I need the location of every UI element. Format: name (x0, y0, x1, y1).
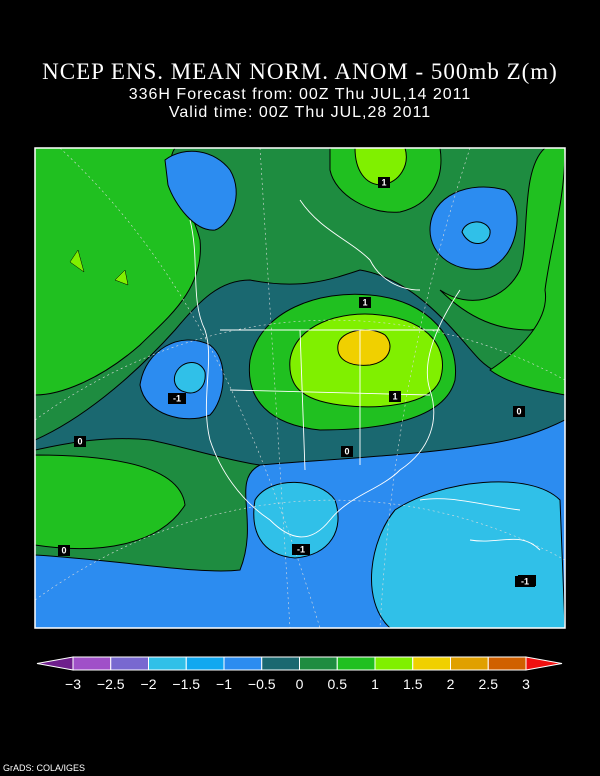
region (173, 362, 206, 394)
colorbar-segment (72, 656, 112, 671)
contour-label-box (378, 177, 390, 188)
region (35, 454, 186, 550)
contour-label-box (74, 436, 86, 447)
colorbar: −3 −2.5 −2 −1.5 −1 −0.5 0 0.5 1 1.5 2 2.5 3 (36, 656, 563, 692)
colorbar-segment (261, 656, 300, 671)
colorbar-label: 1.5 (403, 676, 423, 692)
colorbar-segment (185, 656, 225, 671)
region (337, 329, 391, 366)
colorbar-label: −3 (65, 676, 81, 692)
contour-label-box (292, 544, 310, 555)
colorbar-segment (223, 656, 263, 671)
colorbar-segment (299, 656, 338, 671)
colorbar-arrow (525, 656, 563, 671)
subtitle: Valid time: 00Z Thu JUL,28 2011 (169, 104, 431, 121)
colorbar-arrow (36, 656, 74, 671)
colorbar-segment (110, 656, 149, 671)
colorbar-label: 2.5 (479, 676, 499, 692)
colorbar-label: −0.5 (248, 676, 276, 692)
colorbar-label: 1 (371, 676, 379, 692)
colorbar-segment (374, 656, 414, 671)
contour-label-box (515, 576, 535, 587)
contour-label-box (389, 391, 401, 402)
footer: GrADS: COLA/IGES (3, 763, 85, 773)
colorbar-label: 3 (522, 676, 530, 692)
region (371, 481, 565, 628)
colorbar-label: 2 (447, 676, 455, 692)
region (489, 149, 565, 396)
region (461, 221, 491, 244)
contour-label: -1 (173, 393, 181, 403)
contour-label-box (58, 545, 70, 556)
map-frame (34, 147, 566, 629)
region (114, 269, 129, 286)
contour-label-box (513, 406, 525, 417)
graticule (35, 148, 565, 628)
contour-label: 0 (61, 545, 66, 555)
colorbar-label: −1.5 (172, 676, 200, 692)
contour-label: -1 (521, 576, 529, 586)
contour-label-box (359, 297, 371, 308)
region (69, 249, 85, 273)
contour-label: 1 (362, 297, 367, 307)
colorbar-label: 0.5 (328, 676, 348, 692)
contour-label: 0 (77, 436, 82, 446)
colorbar-segment (487, 656, 527, 671)
colorbar-label: −2.5 (97, 676, 125, 692)
colorbar-label: 0 (296, 676, 304, 692)
region (164, 150, 237, 231)
contour-label: 0 (344, 446, 349, 456)
contour-label-box (168, 393, 186, 404)
colorbar-segment (450, 656, 489, 671)
colorbar-label: −2 (141, 676, 157, 692)
colorbar-segment (412, 656, 451, 671)
title: NCEP ENS. MEAN NORM. ANOM - 500mb Z(m) (42, 59, 558, 84)
colorbar-label: −1 (216, 676, 232, 692)
contour-label: 0 (516, 406, 521, 416)
contour-label: 1 (392, 391, 397, 401)
contour-label-box (341, 446, 353, 457)
subtitle: 336H Forecast from: 00Z Thu JUL,14 2011 (129, 86, 472, 103)
contour-label: -1 (297, 544, 305, 554)
colorbar-segment (148, 656, 187, 671)
colorbar-segment (336, 656, 376, 671)
coastline (189, 199, 541, 551)
contour-label: 1 (381, 177, 386, 187)
region (253, 481, 339, 559)
